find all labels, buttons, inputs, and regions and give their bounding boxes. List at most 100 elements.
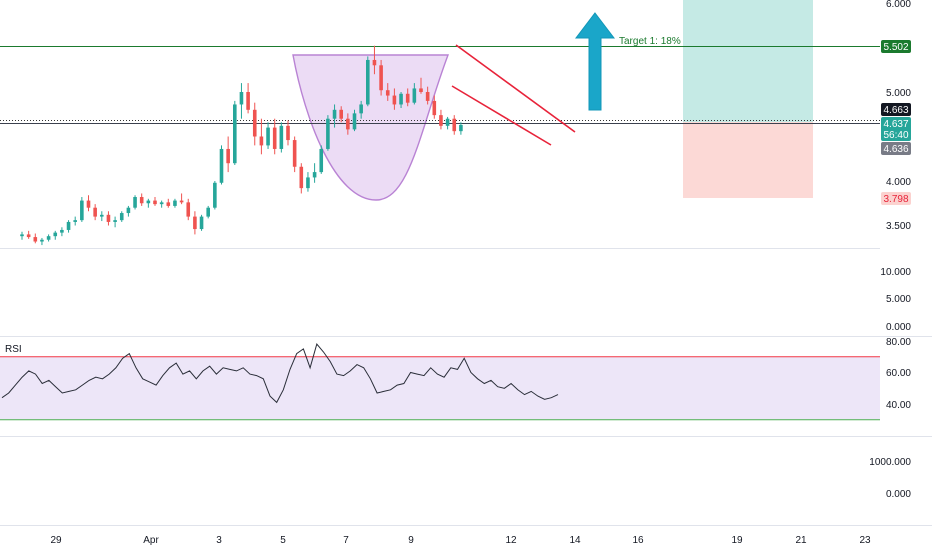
price-axis[interactable]: 6.000 5.000 4.000 3.500 (886, 0, 911, 232)
cup-pattern-shape[interactable] (292, 54, 450, 201)
candle (432, 95, 437, 119)
candle (100, 211, 104, 222)
candle (359, 100, 363, 119)
time-tick: 12 (505, 535, 517, 546)
volume-tick: 10.000 (880, 267, 911, 278)
flag-channel[interactable] (451, 44, 576, 146)
rsi-tick: 80.00 (886, 337, 911, 348)
candle (206, 205, 210, 219)
time-tick: 7 (343, 535, 349, 546)
rsi-band (0, 356, 880, 420)
time-tick: Apr (143, 535, 159, 546)
long-position-target-zone[interactable] (683, 0, 813, 122)
target-price-tag: 5.502 (881, 40, 911, 53)
candle (233, 100, 237, 165)
candle (219, 145, 224, 185)
candle (326, 115, 330, 151)
candle (146, 198, 151, 208)
target-annotation: Target 1: 18% (619, 36, 681, 47)
time-tick: 9 (408, 535, 414, 546)
candle (246, 83, 250, 114)
candle (80, 197, 84, 222)
candle (266, 122, 270, 149)
candle (66, 220, 71, 233)
time-tick: 21 (795, 535, 807, 546)
candle (459, 122, 463, 135)
candle (399, 92, 403, 109)
candle (452, 115, 457, 135)
candle (213, 181, 217, 210)
candle (179, 193, 184, 205)
candle (153, 197, 157, 206)
volume-tick: 5.000 (886, 294, 911, 305)
time-tick: 5 (280, 535, 286, 546)
price-tick: 5.000 (886, 88, 911, 99)
candle (306, 172, 310, 192)
volume-axis: 10.000 5.000 0.000 (880, 267, 911, 333)
time-axis[interactable]: 29 Apr 3 5 7 9 12 14 16 19 21 23 (50, 535, 871, 546)
time-tick: 19 (731, 535, 743, 546)
current-price-tag: 4.637 56:40 (881, 117, 911, 141)
bid-price-tag: 4.636 (881, 142, 911, 155)
svg-text:3.798: 3.798 (883, 194, 908, 205)
candle (93, 204, 97, 221)
svg-text:5.502: 5.502 (883, 42, 908, 53)
candles (20, 45, 463, 246)
candle (272, 118, 277, 155)
candle (439, 109, 443, 130)
candle (40, 237, 44, 246)
candle (166, 198, 171, 208)
time-tick: 16 (632, 535, 644, 546)
candle (139, 193, 144, 206)
candle (385, 83, 390, 101)
time-tick: 3 (216, 535, 222, 546)
candle (292, 136, 297, 173)
candle (159, 200, 164, 208)
rsi-pane[interactable]: RSI 80.00 60.00 40.00 (0, 337, 911, 421)
up-arrow-icon[interactable] (574, 12, 616, 111)
candle (379, 59, 383, 96)
candle (319, 145, 324, 174)
candle (60, 227, 64, 237)
candle (173, 198, 177, 208)
bar-countdown: 56:40 (883, 130, 908, 141)
candle (372, 45, 377, 75)
candle (332, 104, 337, 128)
candle (106, 211, 111, 226)
candle (46, 234, 51, 242)
candle (86, 195, 91, 212)
extra-pane-axis: 1000.000 0.000 (869, 457, 911, 500)
candle (259, 118, 264, 155)
extra-tick: 1000.000 (869, 457, 911, 468)
candle (286, 120, 290, 146)
candle (412, 83, 417, 105)
volume-tick: 0.000 (886, 322, 911, 333)
candle (26, 230, 31, 239)
candle (405, 88, 410, 107)
long-position-stop-zone[interactable] (683, 122, 813, 198)
candle (186, 198, 191, 221)
time-tick: 23 (859, 535, 871, 546)
rsi-tick: 60.00 (886, 368, 911, 379)
stop-price-tag: 3.798 (881, 192, 911, 205)
candle (239, 83, 244, 119)
candle (226, 136, 230, 173)
candle (193, 211, 197, 235)
candle (366, 56, 370, 107)
candle (252, 102, 257, 146)
candle (53, 230, 58, 240)
candle (419, 77, 423, 94)
candle (352, 109, 357, 132)
candle (133, 195, 137, 210)
rsi-label: RSI (5, 344, 22, 355)
svg-text:4.663: 4.663 (883, 105, 908, 116)
time-tick: 14 (569, 535, 581, 546)
candle (199, 214, 204, 231)
candle (299, 163, 304, 194)
time-tick: 29 (50, 535, 62, 546)
rsi-line (1, 343, 559, 404)
candle (33, 233, 38, 244)
svg-text:4.636: 4.636 (883, 144, 908, 155)
candle (425, 86, 430, 105)
